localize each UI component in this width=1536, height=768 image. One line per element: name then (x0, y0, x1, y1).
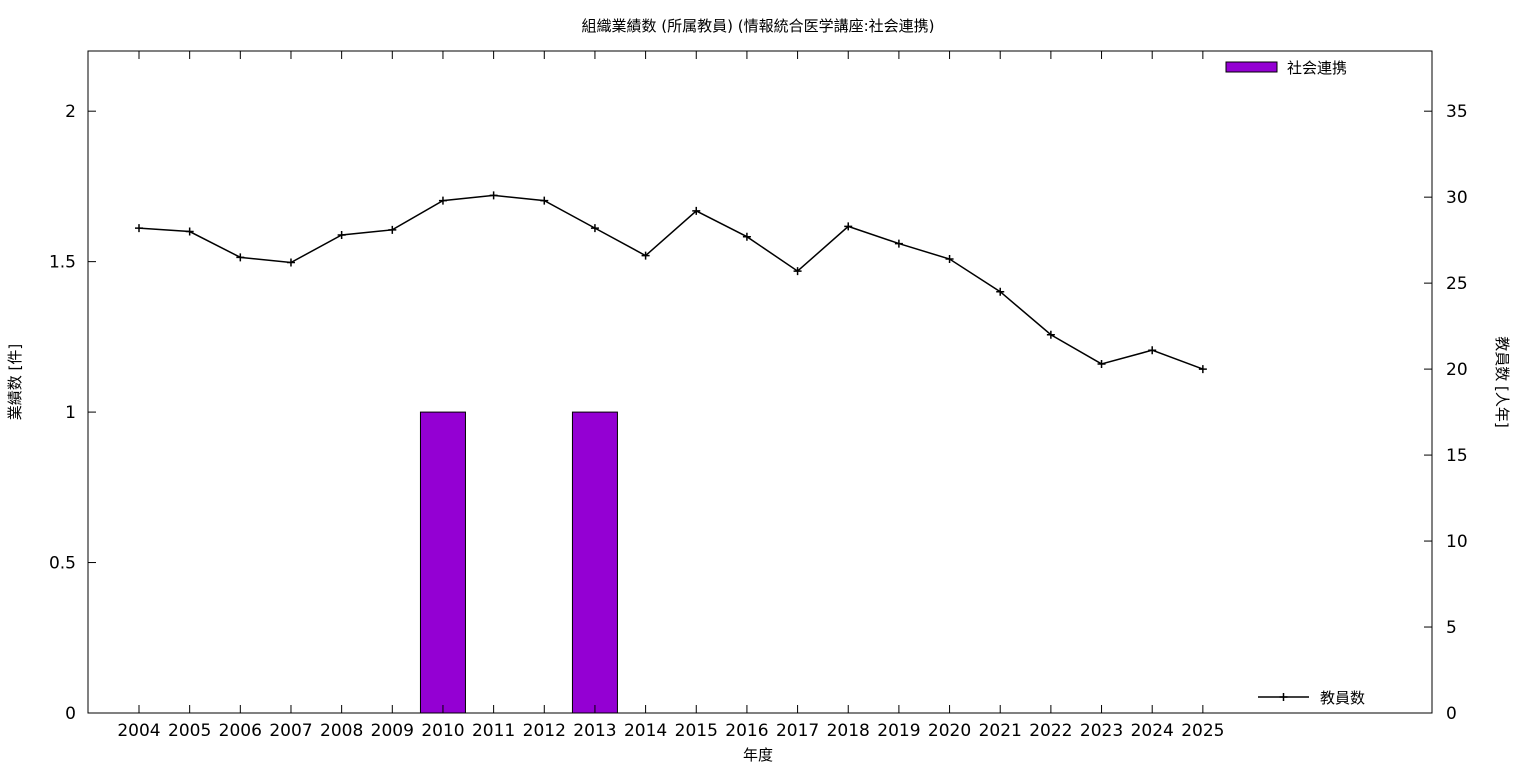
line-point (337, 230, 346, 239)
x-tick-label: 2013 (573, 721, 616, 741)
x-tick-label: 2016 (725, 721, 768, 741)
x-tick-label: 2015 (675, 721, 718, 741)
line-point (793, 267, 802, 276)
x-tick-label: 2007 (269, 721, 312, 741)
bar (571, 411, 618, 714)
y2-tick-label: 35 (1446, 102, 1468, 122)
y-axis-ticks: 0 0.5 1 1.5 2 (49, 102, 96, 724)
line-point (1046, 330, 1055, 339)
x-tick-label: 2023 (1080, 721, 1123, 741)
line-point (742, 232, 751, 241)
x-tick-label: 2008 (320, 721, 363, 741)
x-tick-label: 2020 (928, 721, 971, 741)
y2-tick-label: 5 (1446, 618, 1457, 638)
y2-tick-label: 20 (1446, 360, 1468, 380)
x-tick-label: 2021 (979, 721, 1022, 741)
x-tick-label: 2012 (523, 721, 566, 741)
legend-bar: 社会連携 (1225, 59, 1347, 77)
line-point (286, 258, 295, 267)
line-point (135, 224, 143, 233)
line-point (590, 224, 599, 233)
y-tick-label: 2 (65, 102, 76, 122)
x-tick-label: 2010 (421, 721, 464, 741)
line-point (692, 206, 701, 215)
line-layer (135, 191, 1207, 374)
chart-title: 組織業績数 (所属教員) (情報統合医学講座:社会連携) (581, 17, 934, 35)
y2-tick-label: 30 (1446, 188, 1468, 208)
legend-line: 教員数 (1258, 689, 1365, 707)
x-tick-label: 2009 (371, 721, 414, 741)
x-tick-label: 2006 (219, 721, 262, 741)
line-point (844, 222, 853, 231)
y-axis-label: 業績数 [件] (6, 344, 24, 420)
line-point (996, 287, 1005, 296)
line-point (641, 251, 650, 260)
legend-line-label: 教員数 (1320, 689, 1365, 707)
x-tick-label: 2017 (776, 721, 819, 741)
line-point (1148, 346, 1157, 355)
y2-tick-label: 15 (1446, 446, 1468, 466)
y2-tick-label: 0 (1446, 704, 1457, 724)
line-point (388, 225, 397, 234)
line-point (1198, 365, 1207, 374)
y2-tick-label: 10 (1446, 532, 1468, 552)
line-point (945, 255, 954, 264)
line-point (236, 253, 245, 262)
x-tick-label: 2022 (1029, 721, 1072, 741)
series-line (138, 194, 1204, 370)
bar (419, 411, 466, 714)
x-axis-ticks: 2004 2005 2006 2007 2008 2009 2010 2011 2012 2013… (117, 51, 1224, 741)
line-point (894, 239, 903, 248)
y2-axis-label: 教員数 [人年] (1493, 336, 1511, 427)
bar-layer (419, 411, 618, 714)
line-point (185, 227, 194, 236)
y-tick-label: 0.5 (49, 554, 76, 574)
line-point (1097, 359, 1106, 368)
x-tick-label: 2004 (117, 721, 160, 741)
legend-bar-label: 社会連携 (1287, 59, 1347, 77)
x-tick-label: 2025 (1181, 721, 1224, 741)
y2-axis-ticks: 0 5 10 15 20 25 30 35 (1424, 102, 1468, 724)
y2-tick-label: 25 (1446, 274, 1468, 294)
x-axis-label: 年度 (743, 746, 773, 764)
x-tick-label: 2011 (472, 721, 515, 741)
line-point (438, 196, 447, 205)
x-tick-label: 2018 (827, 721, 870, 741)
x-tick-label: 2019 (877, 721, 920, 741)
line-point (489, 191, 498, 200)
y-tick-label: 1.5 (49, 253, 76, 273)
line-point (540, 196, 549, 205)
x-tick-label: 2005 (168, 721, 211, 741)
legend-line-marker (1279, 693, 1288, 701)
plot-frame (87, 50, 1433, 714)
x-tick-label: 2024 (1131, 721, 1174, 741)
y-tick-label: 0 (65, 704, 76, 724)
x-tick-label: 2014 (624, 721, 667, 741)
legend-bar-swatch (1225, 61, 1278, 73)
y-tick-label: 1 (65, 403, 76, 423)
